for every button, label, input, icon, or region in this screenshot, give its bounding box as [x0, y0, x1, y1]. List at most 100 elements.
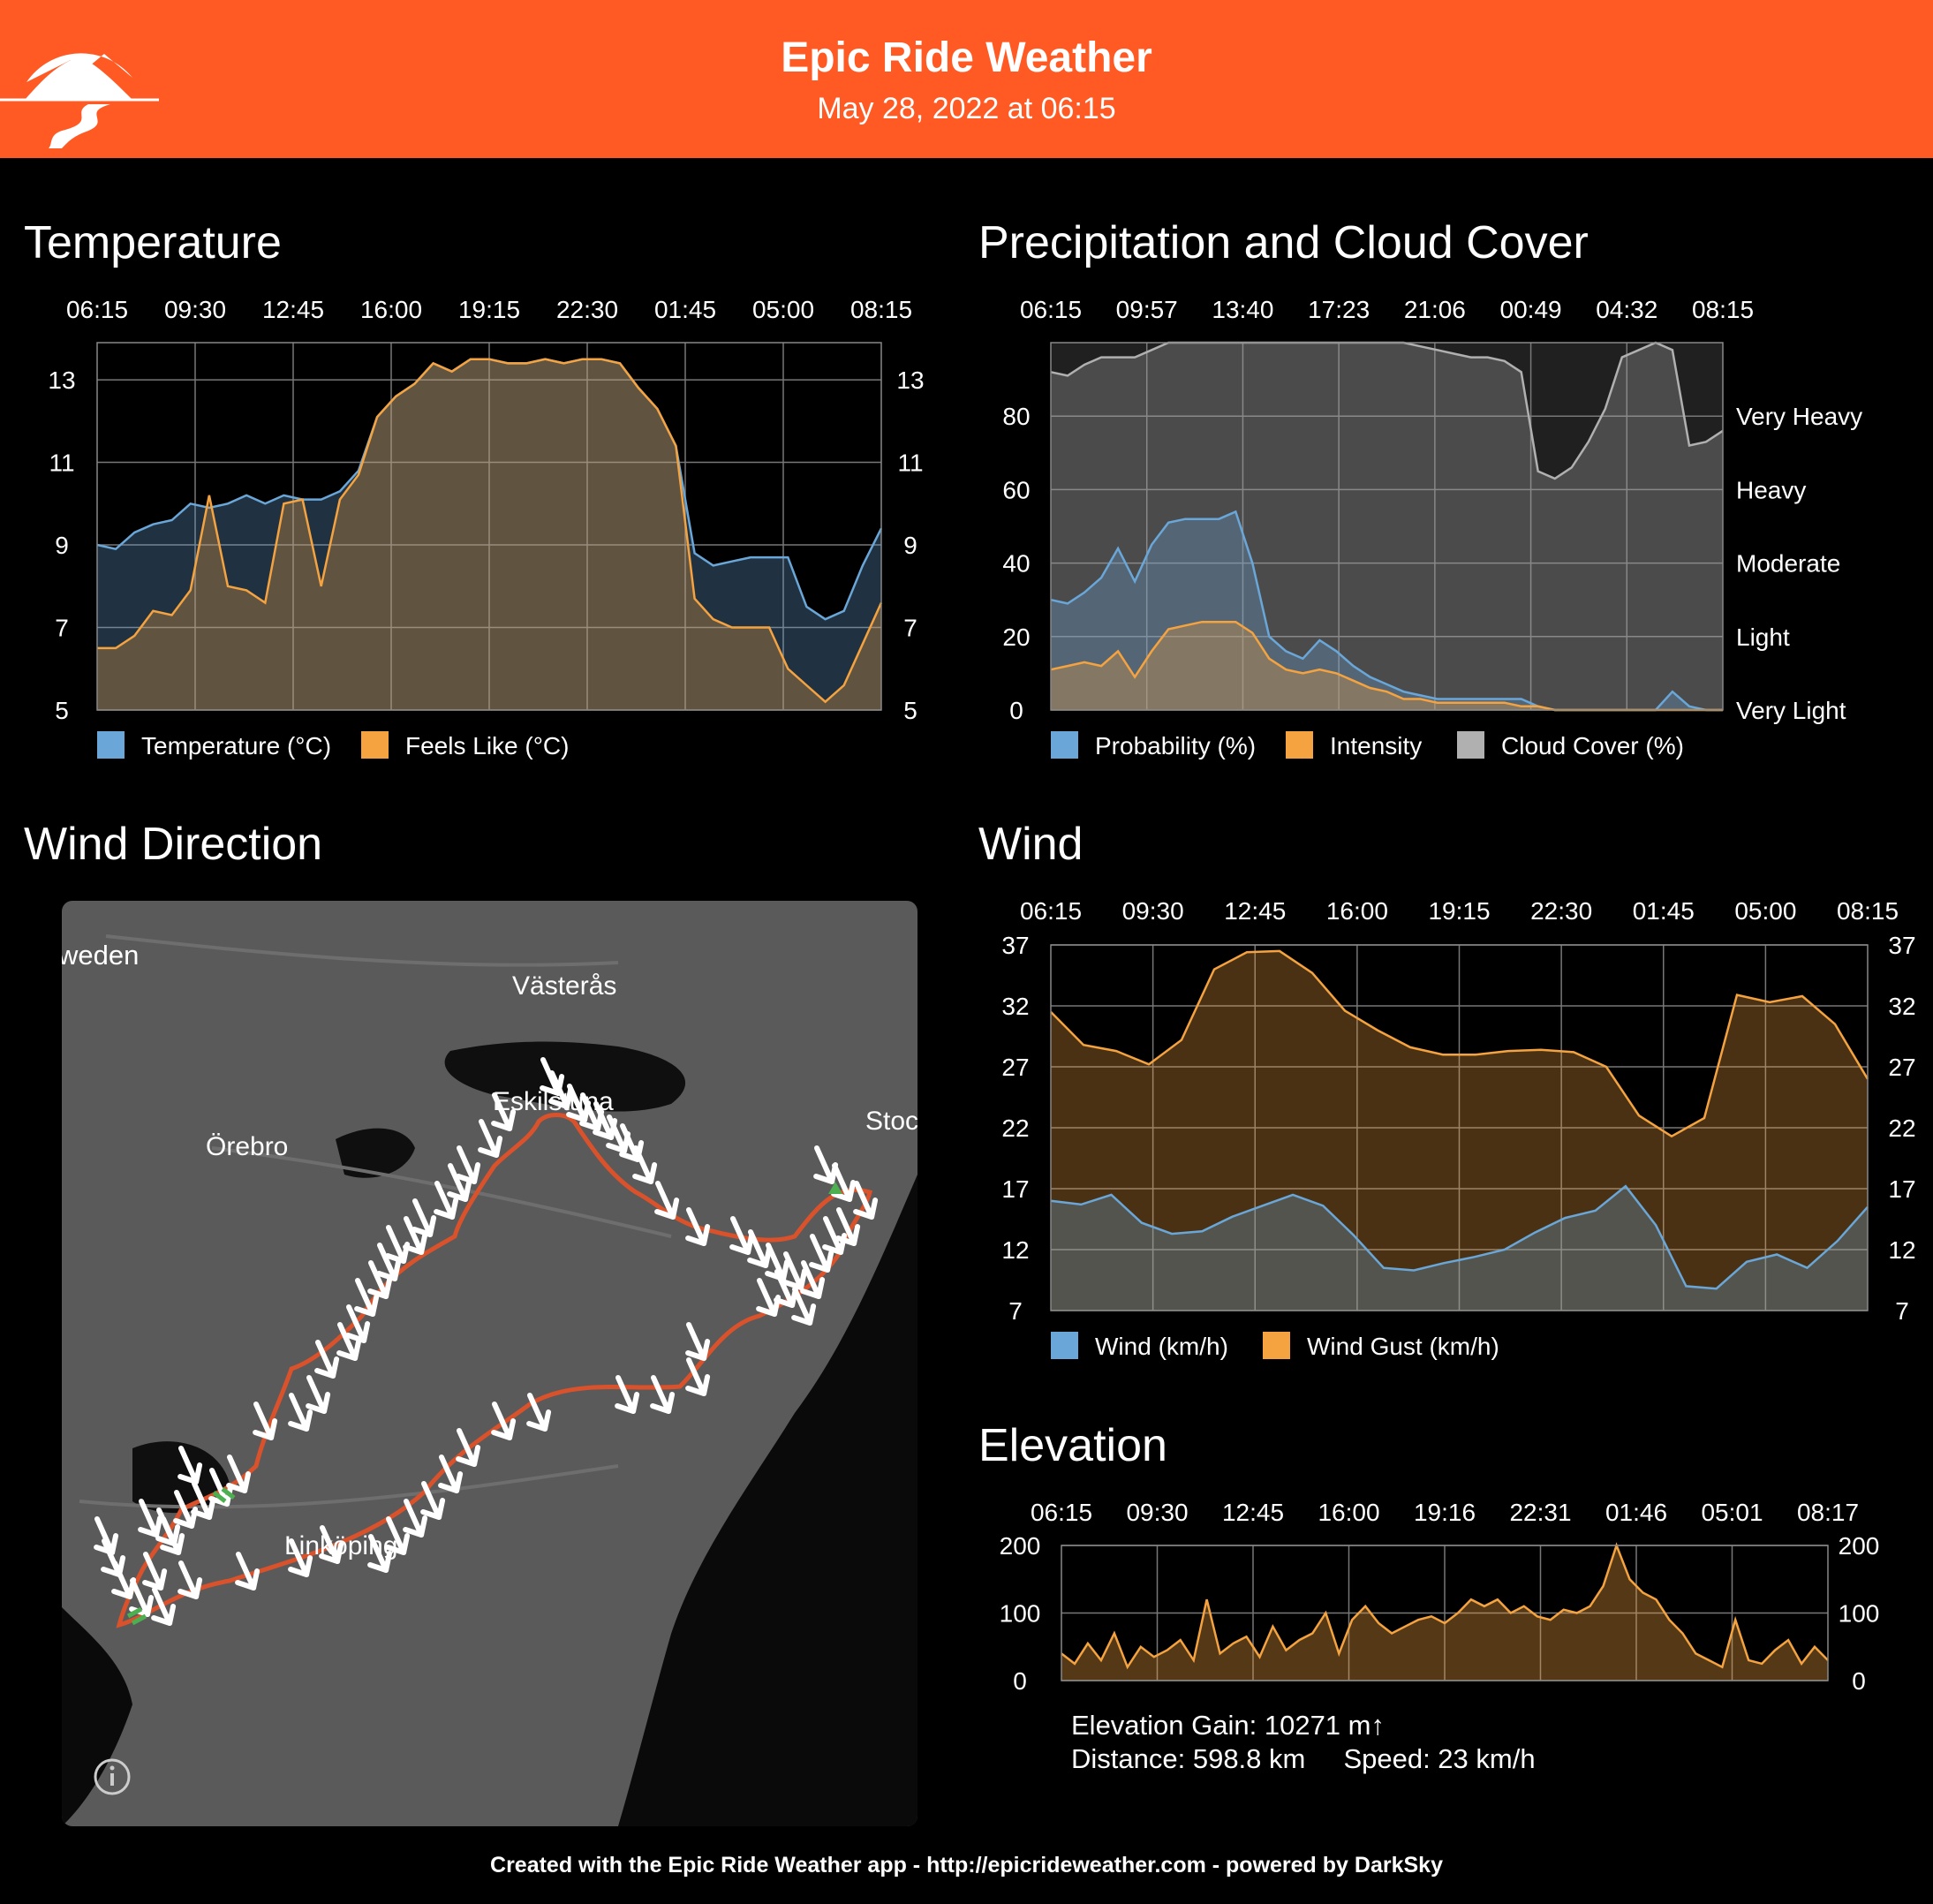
distance: Distance: 598.8 km [1071, 1743, 1306, 1774]
temperature-x-tick: 22:30 [556, 296, 618, 323]
route-line [116, 1113, 873, 1628]
wind-arrow [835, 1207, 861, 1246]
wind-arrow [685, 1207, 711, 1246]
wind-title: Wind [978, 819, 1084, 870]
wind-arrow [177, 1446, 203, 1485]
wind-arrow [619, 1123, 645, 1162]
elevation-y-tick-right: 100 [1839, 1600, 1880, 1628]
precipitation-legend-swatch [1286, 731, 1313, 759]
elevation-plot-border [1061, 1545, 1829, 1681]
temperature-x-tick: 01:45 [654, 296, 716, 323]
wind-x-tick: 09:30 [1122, 897, 1184, 925]
precipitation-y-tick: 20 [1002, 623, 1030, 651]
wind-x-tick: 12:45 [1224, 897, 1286, 925]
wind-y-tick: 22 [1001, 1114, 1029, 1142]
precipitation-series-fill [1051, 622, 1723, 710]
wind-x-tick: 01:45 [1633, 897, 1695, 925]
wind-plot-border [1050, 944, 1869, 1311]
precipitation-x-tick: 17:23 [1308, 296, 1370, 323]
precipitation-y-tick: 80 [1002, 403, 1030, 430]
wind-y-tick: 27 [1001, 1054, 1029, 1081]
wind-arrow [782, 1251, 808, 1290]
wind-arrow [800, 1260, 826, 1299]
wind-y-tick-right: 27 [1888, 1054, 1915, 1081]
wind-arrow [491, 1092, 517, 1131]
precipitation-x-tick: 13:40 [1212, 296, 1273, 323]
precipitation-chart: 06:15 09:57 13:40 17:23 21:06 00:49 04:32 08:15… [1002, 296, 1862, 759]
wind-arrow [434, 1181, 459, 1220]
wind-arrow [376, 1243, 402, 1281]
precipitation-x-tick: 04:32 [1596, 296, 1657, 323]
elevation-x-tick: 08:17 [1797, 1499, 1859, 1526]
temperature-series-fill [97, 359, 881, 710]
precipitation-series-fill [1051, 511, 1723, 710]
wind-y-tick: 32 [1001, 993, 1029, 1020]
route-direction-markers [126, 1182, 842, 1626]
info-icon[interactable] [94, 1758, 131, 1795]
wind-arrow [226, 1454, 252, 1493]
wind-arrow [747, 1229, 773, 1268]
wind-arrow [756, 1278, 782, 1317]
precipitation-legend-label: Intensity [1330, 732, 1422, 759]
elevation-y-tick-right: 0 [1852, 1667, 1866, 1695]
temperature-x-tick: 12:45 [262, 296, 324, 323]
precipitation-title: Precipitation and Cloud Cover [978, 217, 1589, 268]
wind-arrow [403, 1216, 428, 1255]
wind-arrow [288, 1538, 313, 1577]
temperature-y-tick: 9 [55, 532, 69, 559]
wind-arrow [367, 1534, 393, 1573]
temperature-x-tick: 19:15 [458, 296, 520, 323]
wind-legend-swatch [1263, 1332, 1290, 1359]
wind-arrow [791, 1287, 817, 1326]
precipitation-series-fill [1051, 343, 1723, 710]
elevation-x-tick: 05:01 [1701, 1499, 1763, 1526]
precipitation-y-tick: 0 [1009, 697, 1023, 724]
map-label-eskilstuna: Eskilstuna [493, 1087, 614, 1116]
map-label-stockholm: Stoc [865, 1107, 918, 1136]
elevation-x-tick: 22:31 [1509, 1499, 1571, 1526]
wind-arrow [765, 1243, 790, 1281]
precipitation-legend-label: Cloud Cover (%) [1501, 732, 1684, 759]
map-roads [79, 934, 672, 1509]
elevation-y-tick: 200 [1000, 1532, 1041, 1560]
wind-arrow [526, 1393, 552, 1432]
precipitation-legend-label: Probability (%) [1095, 732, 1256, 759]
wind-arrow [438, 1454, 464, 1493]
elevation-y-tick-right: 200 [1839, 1532, 1880, 1560]
wind-arrow [491, 1402, 517, 1440]
wind-arrow [685, 1322, 711, 1361]
wind-series-line [1050, 1184, 1869, 1290]
precipitation-x-tick: 08:15 [1692, 296, 1754, 323]
temperature-legend-swatch [361, 731, 389, 759]
wind-x-tick: 22:30 [1530, 897, 1592, 925]
wind-y-tick: 37 [1001, 932, 1029, 959]
wind-legend-swatch [1051, 1332, 1078, 1359]
wind-arrow [809, 1234, 834, 1273]
temperature-chart: 06:15 09:30 12:45 16:00 19:15 22:30 01:45 05:00… [48, 296, 924, 759]
wind-arrow [412, 1198, 437, 1237]
elevation-gain: Elevation Gain: 10271 m↑ [1071, 1710, 1385, 1741]
wind-arrow [306, 1375, 331, 1414]
wind-arrow [774, 1269, 799, 1308]
elevation-series-line [1061, 1542, 1829, 1670]
temperature-x-tick: 08:15 [850, 296, 912, 323]
wind-legend-label: Wind (km/h) [1095, 1333, 1228, 1360]
wind-arrow [447, 1163, 472, 1202]
wind-y-tick-right: 12 [1888, 1236, 1915, 1264]
temperature-plot-border [96, 342, 882, 711]
wind-arrow [142, 1552, 168, 1590]
temperature-y-tick-right: 5 [903, 697, 917, 724]
elevation-title: Elevation [978, 1420, 1167, 1471]
precipitation-x-tick: 09:57 [1116, 296, 1178, 323]
precipitation-plot-border [1050, 342, 1724, 711]
temperature-y-tick: 13 [48, 366, 75, 394]
app-title: Epic Ride Weather [781, 34, 1152, 81]
wind-arrow [177, 1560, 203, 1599]
wind-y-tick: 17 [1001, 1175, 1029, 1203]
wind-arrow [456, 1145, 481, 1184]
wind-arrow [654, 1181, 680, 1220]
wind-y-tick: 7 [1008, 1297, 1023, 1325]
temperature-series-line [97, 358, 883, 704]
wind-y-tick-right: 17 [1888, 1175, 1915, 1203]
